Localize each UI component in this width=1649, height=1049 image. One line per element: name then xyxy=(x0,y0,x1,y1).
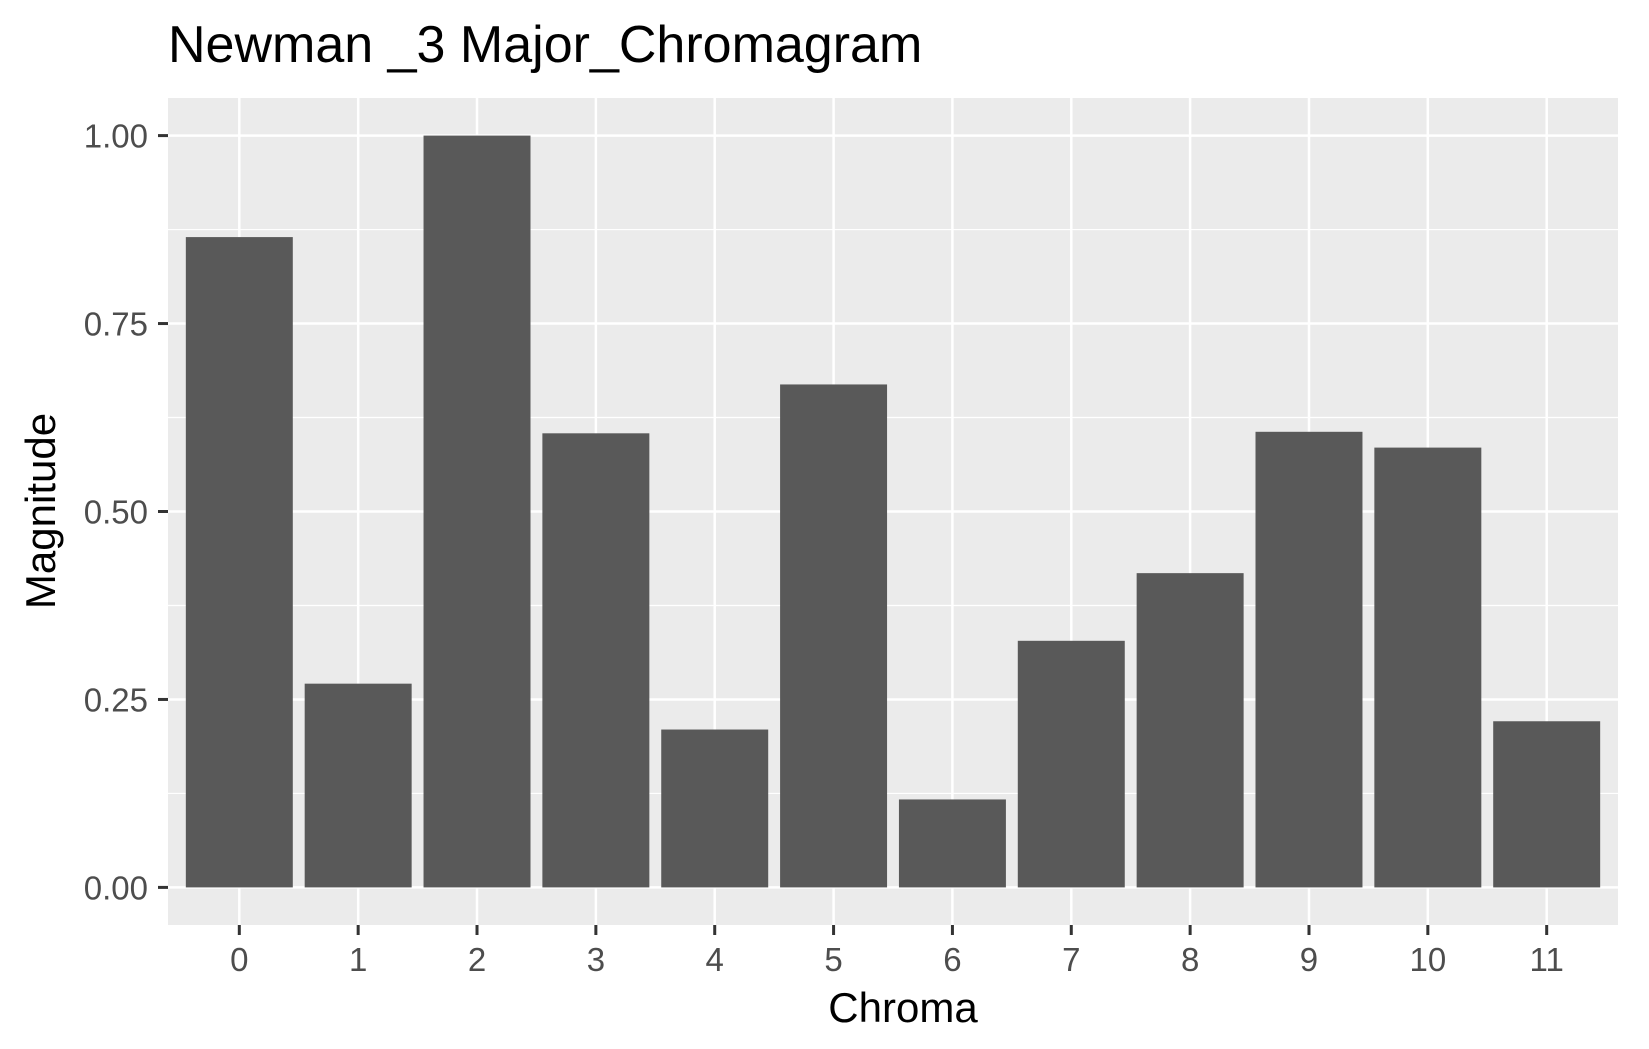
x-tick-label: 4 xyxy=(706,941,724,978)
bar-chroma-2 xyxy=(423,135,531,888)
y-tick-label: 1.00 xyxy=(84,118,148,155)
y-tick-label: 0.00 xyxy=(84,869,148,906)
x-tick-label: 5 xyxy=(824,941,842,978)
bar-chroma-8 xyxy=(1136,573,1244,888)
bars xyxy=(185,135,1601,888)
x-tick-label: 10 xyxy=(1409,941,1446,978)
x-tick-label: 1 xyxy=(349,941,367,978)
x-tick-label: 9 xyxy=(1300,941,1318,978)
bar-chroma-7 xyxy=(1017,640,1125,888)
y-axis: 0.00 0.25 0.50 0.75 1.00 xyxy=(84,118,168,906)
bar-chroma-6 xyxy=(898,799,1006,888)
y-tick-label: 0.50 xyxy=(84,494,148,531)
x-axis-title: Chroma xyxy=(828,984,978,1031)
chart-title: Newman _3 Major_Chromagram xyxy=(168,16,922,74)
x-tick-label: 8 xyxy=(1181,941,1199,978)
bar-chroma-1 xyxy=(304,683,412,888)
x-tick-label: 2 xyxy=(468,941,486,978)
bar-chroma-11 xyxy=(1493,721,1601,888)
x-tick-label: 6 xyxy=(943,941,961,978)
x-tick-label: 11 xyxy=(1530,941,1564,978)
y-axis-title: Magnitude xyxy=(17,413,64,609)
bar-chroma-3 xyxy=(542,433,650,888)
x-tick-label: 7 xyxy=(1062,941,1080,978)
bar-chroma-10 xyxy=(1374,447,1482,888)
x-tick-label: 0 xyxy=(230,941,248,978)
x-axis: 0 1 2 3 4 5 6 7 8 9 10 11 xyxy=(230,925,1564,978)
bar-chroma-5 xyxy=(780,384,888,888)
x-tick-label: 3 xyxy=(587,941,605,978)
bar-chroma-9 xyxy=(1255,431,1363,888)
bar-chroma-0 xyxy=(185,237,293,888)
y-tick-label: 0.25 xyxy=(84,681,148,718)
bar-chroma-4 xyxy=(661,729,769,888)
y-tick-label: 0.75 xyxy=(84,306,148,343)
